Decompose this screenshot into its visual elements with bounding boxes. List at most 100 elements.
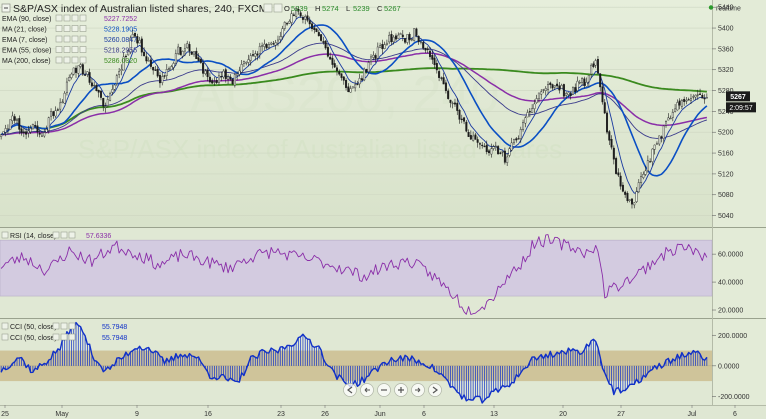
candle xyxy=(569,91,572,100)
main-pane[interactable] xyxy=(0,0,712,227)
candle xyxy=(220,71,223,82)
header-button[interactable] xyxy=(273,3,283,13)
price-axis[interactable] xyxy=(712,0,766,405)
price-badges: 5267 2:09:57 xyxy=(726,91,756,113)
chart-header: S&P/ASX index of Australian listed share… xyxy=(1,3,741,15)
legend-button[interactable] xyxy=(63,35,71,43)
legend-button[interactable] xyxy=(71,25,79,32)
legend-button[interactable] xyxy=(55,56,63,64)
rsi-hide-button[interactable] xyxy=(60,231,68,239)
time-axis[interactable] xyxy=(0,405,766,419)
candle xyxy=(640,172,643,188)
cci-collapse-button[interactable] xyxy=(1,333,9,341)
cci-button[interactable] xyxy=(52,333,60,341)
legend-button[interactable] xyxy=(71,35,79,43)
rsi-settings-button[interactable] xyxy=(52,231,60,239)
candle xyxy=(492,144,495,151)
legend-button[interactable] xyxy=(63,56,71,64)
legend-button[interactable] xyxy=(55,25,63,32)
watermark-description: S&P/ASX index of Australian listed share… xyxy=(78,134,562,164)
rsi-close-button[interactable] xyxy=(68,231,76,239)
candle xyxy=(363,67,366,82)
candle xyxy=(431,50,434,65)
candle xyxy=(181,50,184,59)
candle xyxy=(426,46,429,54)
candle xyxy=(397,32,400,39)
legend-button[interactable] xyxy=(79,35,87,43)
candle xyxy=(11,111,14,125)
legend-button[interactable] xyxy=(79,56,87,64)
candle xyxy=(460,114,463,124)
legend-button[interactable] xyxy=(71,46,79,53)
candle xyxy=(34,121,37,128)
cci-button[interactable] xyxy=(52,322,60,330)
candle xyxy=(653,144,656,155)
candle xyxy=(59,98,62,113)
candle xyxy=(435,59,438,74)
cci-button[interactable] xyxy=(68,333,76,341)
candle xyxy=(345,78,348,91)
candle xyxy=(535,94,538,104)
candle xyxy=(52,110,55,119)
legend-button[interactable] xyxy=(55,46,63,53)
candle xyxy=(703,94,706,104)
candle xyxy=(662,125,665,144)
candle xyxy=(379,42,382,49)
candle xyxy=(249,53,252,66)
cci-button[interactable] xyxy=(68,322,76,330)
header-button[interactable] xyxy=(263,3,273,13)
candle xyxy=(138,36,141,44)
candle xyxy=(165,64,168,81)
candle xyxy=(204,69,207,76)
candle xyxy=(531,104,534,114)
candle xyxy=(272,40,275,46)
time-tick-label: 23 xyxy=(277,411,285,418)
legend-button[interactable] xyxy=(55,35,63,43)
candle xyxy=(172,61,175,71)
nav-first-button[interactable] xyxy=(343,383,357,397)
nav-last-button[interactable] xyxy=(428,383,442,397)
legend-button[interactable] xyxy=(79,25,87,32)
legend-button[interactable] xyxy=(63,14,71,22)
legend-button[interactable] xyxy=(71,14,79,22)
candle xyxy=(95,83,98,92)
cci-name: CCI (50, close) xyxy=(10,324,57,331)
candle xyxy=(619,172,622,190)
candle xyxy=(233,73,236,88)
legend-value: 5286.0320 xyxy=(104,58,137,65)
cci-collapse-button[interactable] xyxy=(1,322,9,330)
candle xyxy=(542,88,545,94)
legend-button[interactable] xyxy=(79,14,87,22)
candle xyxy=(149,55,152,69)
rsi-collapse-button[interactable] xyxy=(1,231,9,239)
candle xyxy=(97,89,100,98)
cci-button[interactable] xyxy=(60,333,68,341)
candle xyxy=(401,30,404,42)
legend-value: 5228.1905 xyxy=(104,27,137,34)
candle xyxy=(213,76,216,86)
candle xyxy=(124,54,127,62)
legend-button[interactable] xyxy=(63,25,71,32)
candle xyxy=(658,135,661,147)
candle xyxy=(367,60,370,74)
candle xyxy=(93,81,96,90)
candle xyxy=(451,101,454,109)
candle xyxy=(674,104,677,113)
candle xyxy=(447,88,450,100)
candle xyxy=(469,130,472,141)
cci-button[interactable] xyxy=(60,322,68,330)
candle xyxy=(660,135,663,143)
candle xyxy=(109,91,112,102)
chart-title: S&P/ASX index of Australian listed share… xyxy=(13,3,267,15)
candle xyxy=(88,68,91,85)
legend-button[interactable] xyxy=(63,46,71,53)
candle xyxy=(254,50,257,61)
legend-button[interactable] xyxy=(55,14,63,22)
legend-button[interactable] xyxy=(79,46,87,53)
candle xyxy=(497,144,500,155)
legend-button[interactable] xyxy=(71,56,79,64)
candle xyxy=(118,67,121,79)
candle xyxy=(465,120,468,133)
price-tick-label: 5440 xyxy=(718,5,734,12)
